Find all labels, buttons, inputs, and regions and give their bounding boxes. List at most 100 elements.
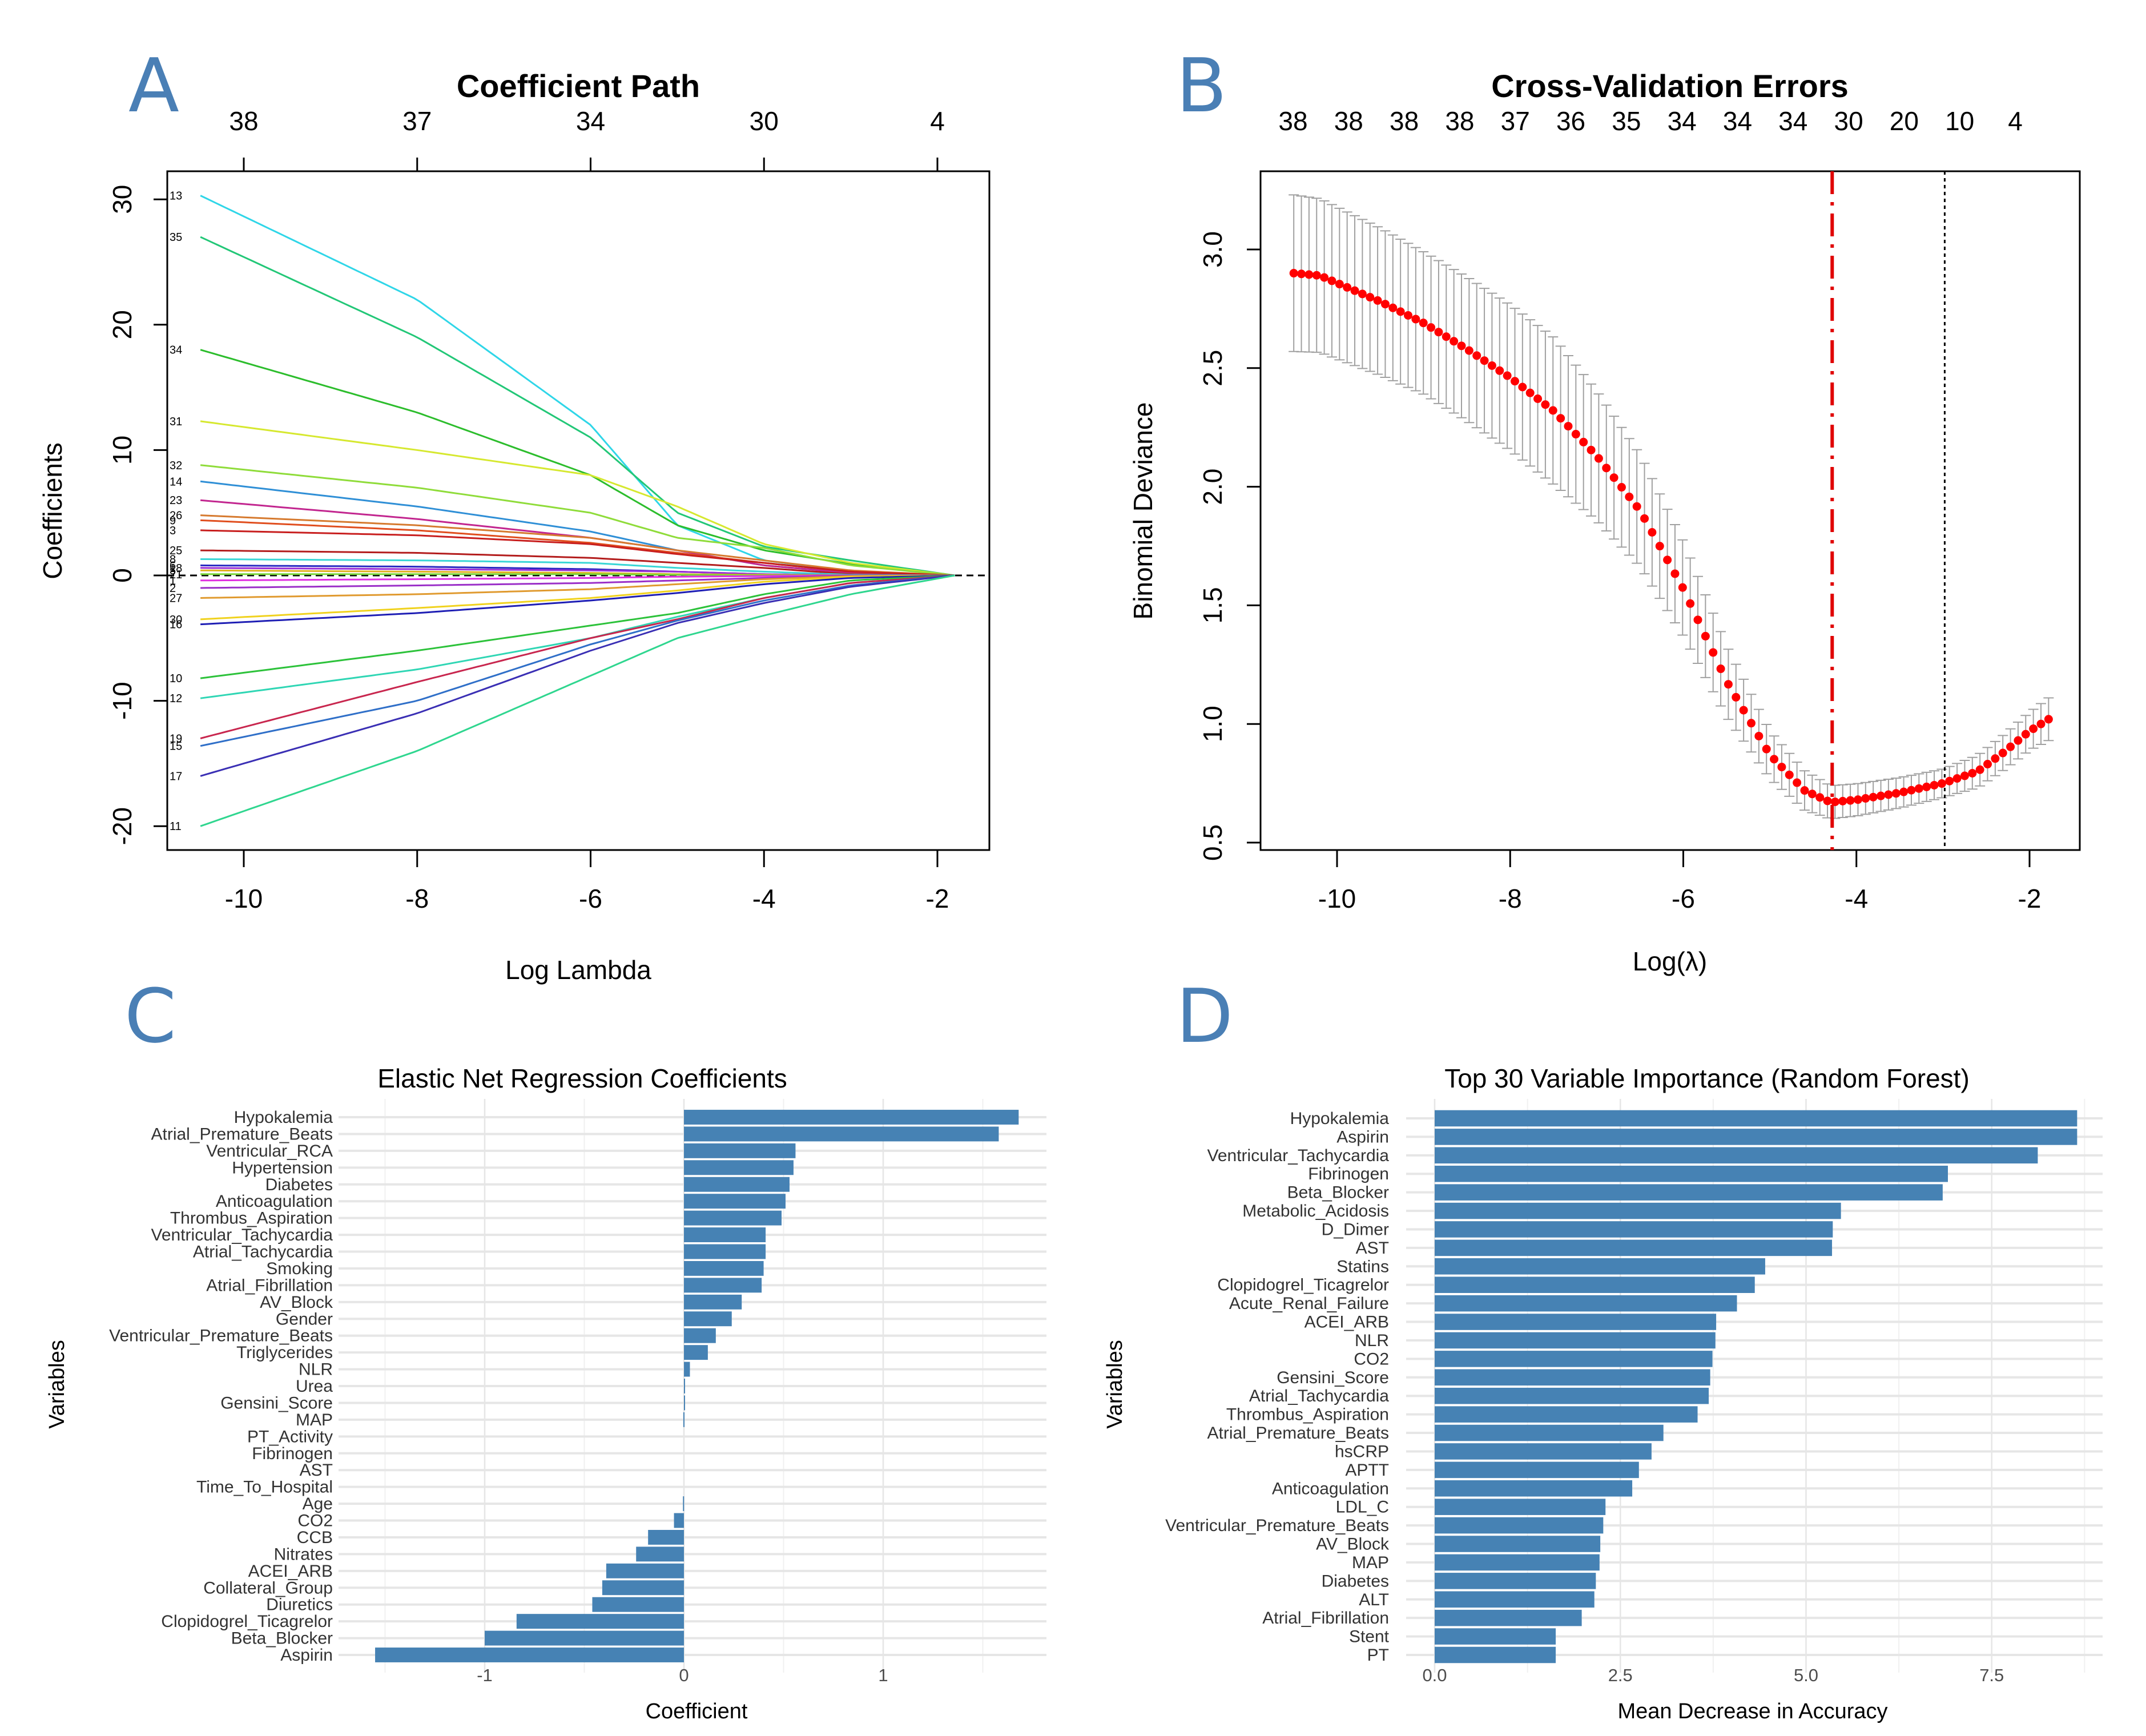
category-label: AV_Block bbox=[1316, 1535, 1390, 1554]
cv-point bbox=[1701, 631, 1710, 641]
path-label-12: 12 bbox=[170, 692, 182, 705]
top-axis-label: 4 bbox=[2008, 106, 2023, 136]
path-label-23: 23 bbox=[170, 494, 182, 507]
top-axis-label: 30 bbox=[1834, 106, 1863, 136]
bar-Aspirin bbox=[1435, 1129, 2077, 1145]
y-tick-label: 0 bbox=[107, 568, 137, 583]
panel-a-title: Coefficient Path bbox=[457, 68, 700, 104]
bar-Atrial_Tachycardia bbox=[684, 1244, 766, 1259]
path-label-13: 13 bbox=[170, 190, 182, 203]
y-tick-label: 3.0 bbox=[1198, 231, 1227, 268]
top-tick-label: 38 bbox=[229, 106, 258, 136]
coefficient-path-13 bbox=[200, 195, 955, 577]
bar-Fibrinogen bbox=[1435, 1165, 1948, 1182]
bar-Ventricular_Premature_Beats bbox=[684, 1328, 716, 1343]
top-axis-label: 35 bbox=[1612, 106, 1641, 136]
x-tick-label: 7.5 bbox=[1979, 1665, 2004, 1685]
category-label: Smoking bbox=[266, 1259, 333, 1278]
cv-point bbox=[1815, 793, 1825, 802]
category-label: Gensini_Score bbox=[1277, 1368, 1389, 1387]
category-label: Atrial_Fibrillation bbox=[206, 1276, 333, 1295]
x-tick-label: -8 bbox=[1499, 884, 1522, 913]
top-axis-label: 34 bbox=[1723, 106, 1752, 136]
cv-point bbox=[1472, 351, 1481, 360]
category-label: CO2 bbox=[297, 1512, 333, 1530]
path-label-5: 5 bbox=[170, 565, 176, 577]
bar-Metabolic_Acidosis bbox=[1435, 1202, 1841, 1219]
path-label-17: 17 bbox=[170, 770, 182, 783]
panel-a-y-label: Coefficients bbox=[38, 442, 67, 579]
bar-Anticoagulation bbox=[684, 1194, 786, 1209]
coefficient-path-30 bbox=[200, 574, 955, 621]
x-tick-label: 5.0 bbox=[1794, 1665, 1818, 1685]
category-label: Statins bbox=[1336, 1257, 1389, 1276]
bar-Diabetes bbox=[684, 1177, 790, 1192]
path-label-34: 34 bbox=[170, 344, 182, 357]
bar-APTT bbox=[1435, 1461, 1639, 1479]
cv-point bbox=[1541, 400, 1550, 409]
cv-point bbox=[1861, 794, 1870, 803]
bar-AV_Block bbox=[684, 1294, 742, 1310]
cv-point bbox=[1487, 361, 1496, 370]
bar-Diuretics bbox=[592, 1597, 684, 1612]
cv-point bbox=[1983, 760, 1992, 769]
x-tick-label: -8 bbox=[405, 884, 429, 913]
cv-point bbox=[1480, 356, 1489, 365]
cv-point bbox=[1952, 774, 1962, 783]
cv-point bbox=[1739, 706, 1748, 715]
coefficient-path-12 bbox=[200, 574, 955, 699]
category-label: MAP bbox=[296, 1411, 333, 1429]
path-label-14: 14 bbox=[170, 476, 182, 488]
cv-point bbox=[1785, 770, 1794, 779]
top-axis-label: 38 bbox=[1334, 106, 1363, 136]
cv-point bbox=[1793, 778, 1802, 787]
cv-point bbox=[2021, 730, 2030, 739]
category-label: Thrombus_Aspiration bbox=[1226, 1405, 1389, 1424]
cv-point bbox=[1358, 289, 1367, 299]
coefficient-path-27 bbox=[200, 574, 955, 599]
cv-point bbox=[1693, 615, 1702, 625]
cv-point bbox=[1419, 319, 1428, 328]
bar-hsCRP bbox=[1435, 1443, 1652, 1460]
category-label: Gensini_Score bbox=[220, 1393, 333, 1412]
cv-point bbox=[1968, 768, 1977, 778]
category-label: Urea bbox=[296, 1377, 333, 1396]
bar-Ventricular_Premature_Beats bbox=[1435, 1517, 1604, 1534]
category-label: NLR bbox=[1355, 1331, 1389, 1350]
category-label: PT bbox=[1367, 1646, 1389, 1665]
bar-Ventricular_Tachycardia bbox=[1435, 1147, 2038, 1164]
cv-point bbox=[1335, 280, 1344, 289]
cv-point bbox=[1830, 797, 1839, 807]
cv-point bbox=[1762, 744, 1771, 754]
top-tick-label: 34 bbox=[576, 106, 605, 136]
path-label-19: 19 bbox=[170, 732, 182, 745]
cv-point bbox=[1304, 270, 1314, 279]
cv-point bbox=[1709, 648, 1718, 657]
cv-point bbox=[1800, 786, 1809, 795]
path-label-10: 10 bbox=[170, 672, 182, 685]
top-tick-label: 4 bbox=[930, 106, 945, 136]
bar-MAP bbox=[1435, 1554, 1600, 1571]
cv-point bbox=[1525, 388, 1535, 397]
x-tick-label: 0.0 bbox=[1422, 1665, 1447, 1685]
category-label: MAP bbox=[1352, 1553, 1389, 1572]
panel-c-x-axis: -1 0 1 bbox=[477, 1665, 888, 1685]
bar-Atrial_Fibrillation bbox=[1435, 1609, 1582, 1626]
cv-point bbox=[2006, 742, 2015, 751]
bar-Clopidogrel_Ticagrelor bbox=[516, 1614, 684, 1629]
cv-point bbox=[1579, 437, 1588, 446]
bar-Age bbox=[683, 1496, 685, 1512]
bar-PT bbox=[1435, 1646, 1556, 1664]
bar-ACEI_ARB bbox=[606, 1563, 684, 1578]
bar-CCB bbox=[648, 1529, 684, 1545]
cv-point bbox=[2014, 736, 2023, 745]
y-tick-label: 20 bbox=[107, 310, 137, 339]
cv-point bbox=[1510, 377, 1519, 386]
cv-point bbox=[1380, 300, 1390, 309]
coefficient-path-3 bbox=[200, 529, 955, 577]
bar-Triglycerides bbox=[684, 1345, 708, 1360]
top-axis-label: 36 bbox=[1556, 106, 1585, 136]
path-label-15: 15 bbox=[170, 740, 182, 753]
bar-NLR bbox=[1435, 1332, 1716, 1349]
cv-point bbox=[1373, 296, 1382, 305]
